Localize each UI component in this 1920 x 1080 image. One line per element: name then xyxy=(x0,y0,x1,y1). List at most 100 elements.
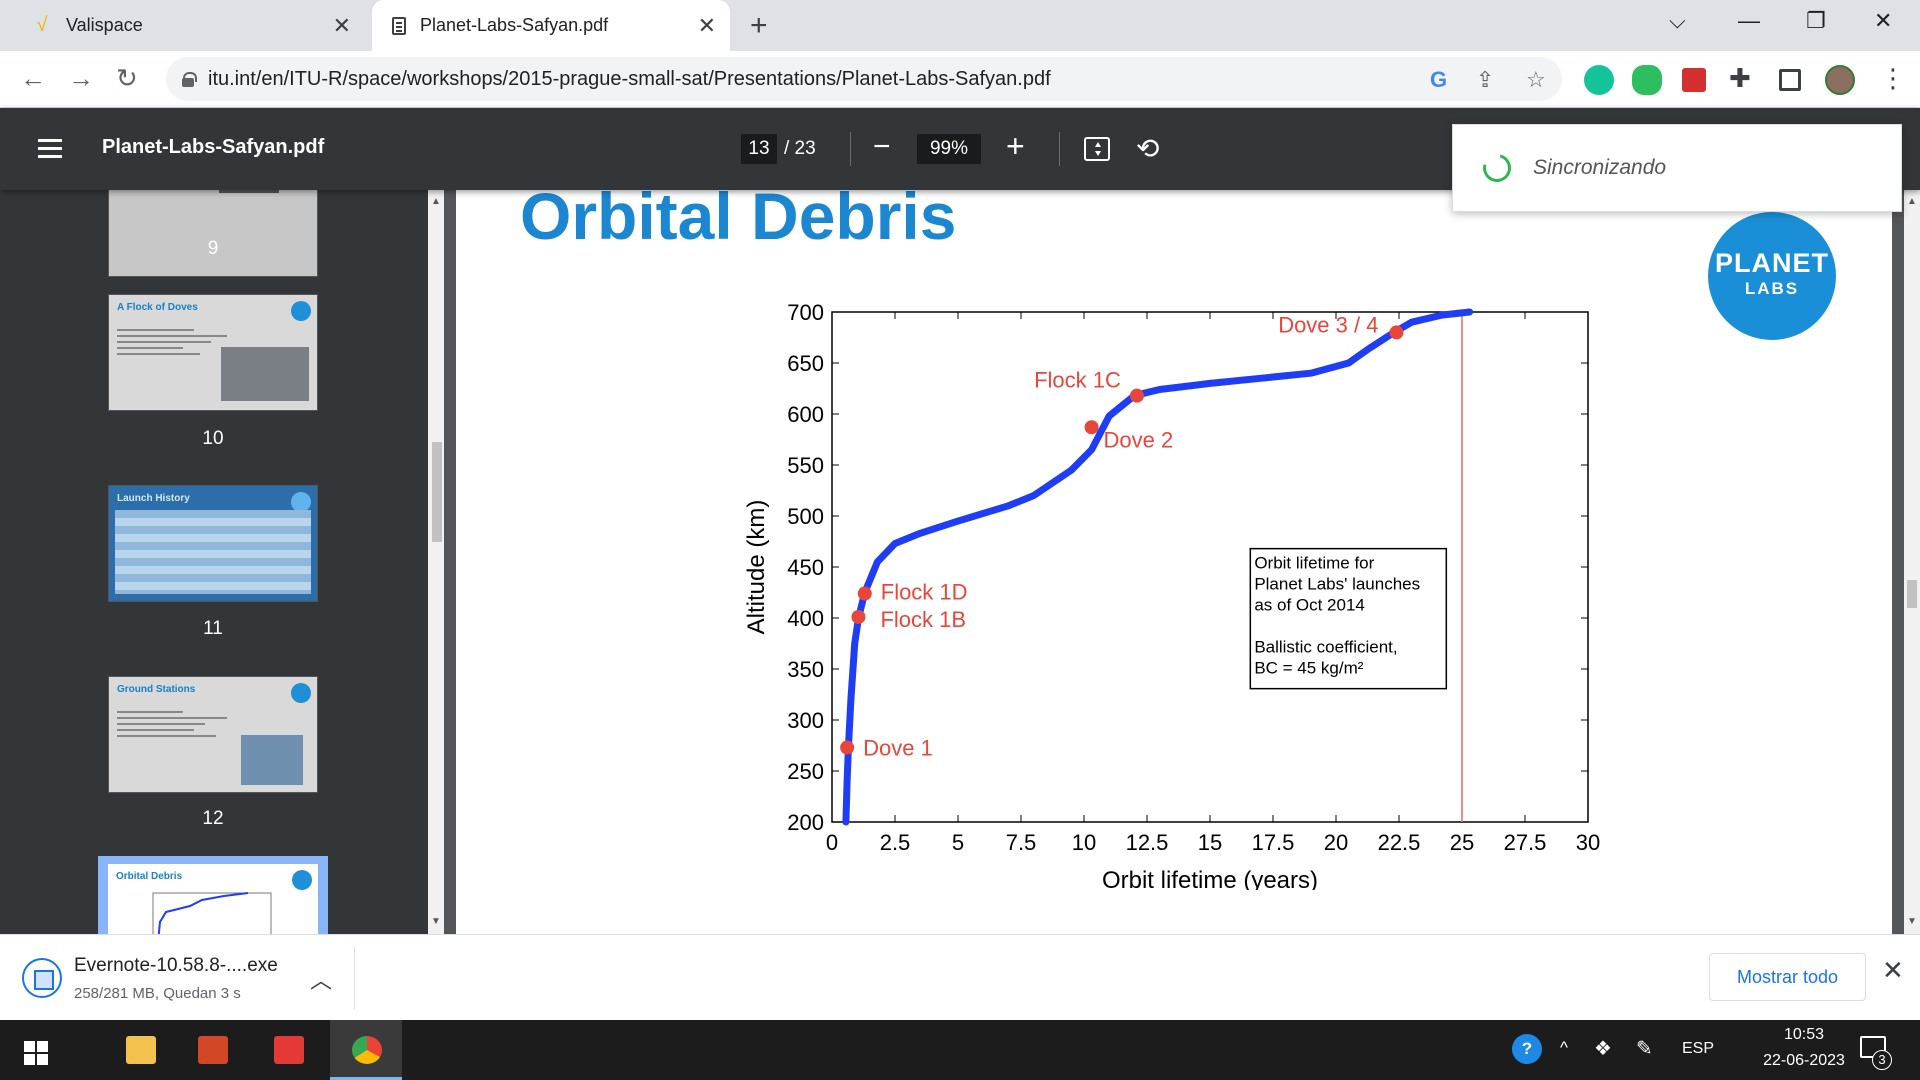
thumbnail-text xyxy=(117,329,227,359)
x-tick-label: 0 xyxy=(826,830,838,855)
clock-time[interactable]: 10:53 xyxy=(1783,1026,1825,1043)
file-explorer-app[interactable] xyxy=(104,1020,176,1080)
thumbnail-number: 12 xyxy=(202,808,224,829)
marker-label: Flock 1D xyxy=(881,580,968,605)
powerpoint-icon xyxy=(198,1036,228,1064)
more-menu-icon[interactable]: ⋮ xyxy=(1880,63,1906,93)
reload-icon[interactable]: ↻ xyxy=(116,63,138,93)
bookmark-star-icon[interactable]: ☆ xyxy=(1526,67,1546,92)
pdf-page: Orbital Debris PLANET LABS 0 2.5 5 7.5 10 12.… xyxy=(456,190,1892,934)
address-bar[interactable]: itu.int/en/ITU-R/space/workshops/2015-pr… xyxy=(166,57,1562,101)
clock-date[interactable]: 22-06-2023 xyxy=(1763,1052,1845,1069)
scrollbar-thumb[interactable] xyxy=(432,442,442,542)
annotation-line: BC = 45 kg/m² xyxy=(1254,659,1363,678)
planet-logo-icon xyxy=(292,870,312,890)
chevron-up-icon[interactable]: ^ xyxy=(1560,1038,1568,1057)
chrome-app[interactable] xyxy=(330,1020,402,1080)
minimize-icon[interactable]: — xyxy=(1738,8,1760,33)
close-icon[interactable]: ✕ xyxy=(1882,955,1904,985)
tab-search-icon[interactable]: ⌵ xyxy=(1669,8,1686,33)
scroll-down-icon[interactable]: ▼ xyxy=(431,916,441,927)
spinner-icon xyxy=(1477,148,1517,188)
thumbnail-page-11[interactable]: Launch History xyxy=(108,485,318,602)
x-axis-label: Orbit lifetime (years) xyxy=(1102,867,1318,890)
zoom-level-input[interactable]: 99% xyxy=(917,134,981,164)
menu-icon[interactable] xyxy=(38,139,62,159)
scroll-up-icon[interactable]: ▲ xyxy=(1907,196,1917,207)
x-tick-label: 17.5 xyxy=(1252,830,1295,855)
extension-red-icon[interactable] xyxy=(1682,68,1706,92)
profile-avatar-icon[interactable] xyxy=(1825,65,1855,95)
sidebar-scrollbar[interactable]: ▲ ▼ xyxy=(428,190,444,934)
evernote-icon[interactable] xyxy=(1632,65,1662,95)
page-number-input[interactable]: 13 xyxy=(741,134,777,164)
pen-icon[interactable]: ✎ xyxy=(1636,1038,1653,1060)
windows-start-icon[interactable] xyxy=(24,1041,48,1065)
tab-planet-labs-pdf[interactable]: Planet-Labs-Safyan.pdf ✕ xyxy=(372,0,730,51)
thumbnail-page-12[interactable]: Ground Stations xyxy=(108,676,318,793)
close-window-icon[interactable]: ✕ xyxy=(1874,8,1893,33)
y-tick-label: 450 xyxy=(787,555,824,580)
thumbnail-image xyxy=(241,735,303,785)
installer-file-icon[interactable] xyxy=(22,958,62,998)
annotation-box: Orbit lifetime for Planet Labs' launches… xyxy=(1249,547,1448,690)
language-indicator[interactable]: ESP xyxy=(1682,1040,1715,1057)
document-scrollbar[interactable]: ▲ ▼ xyxy=(1904,190,1920,934)
url-text[interactable]: itu.int/en/ITU-R/space/workshops/2015-pr… xyxy=(208,67,1051,90)
chevron-up-icon[interactable]: ︿ xyxy=(310,968,333,993)
marker-flock-1b xyxy=(851,609,866,624)
marker-label: Flock 1C xyxy=(1034,368,1121,393)
thumbnail-number: 11 xyxy=(203,618,223,639)
x-tick-label: 10 xyxy=(1072,830,1096,855)
thumbnail-image xyxy=(219,190,279,193)
planet-logo-icon xyxy=(291,683,311,703)
share-icon[interactable]: ⇪ xyxy=(1476,67,1495,92)
annotation-line: as of Oct 2014 xyxy=(1254,596,1365,615)
close-tab-icon[interactable]: ✕ xyxy=(332,13,351,38)
red-app[interactable] xyxy=(252,1020,324,1080)
google-icon[interactable]: G xyxy=(1430,67,1448,92)
restore-icon[interactable]: ❐ xyxy=(1806,8,1826,33)
marker-label: Dove 1 xyxy=(863,736,933,761)
thumbnail-text xyxy=(117,711,227,741)
scrollbar-thumb[interactable] xyxy=(1907,580,1917,608)
thumbnail-page-10[interactable]: A Flock of Doves xyxy=(108,294,318,411)
x-tick-label: 30 xyxy=(1576,830,1600,855)
rotate-icon[interactable]: ⟲ xyxy=(1136,133,1160,164)
planet-logo-icon xyxy=(291,492,311,512)
browser-toolbar: ← → ↻ itu.int/en/ITU-R/space/workshops/2… xyxy=(0,51,1920,108)
thumbnail-image xyxy=(221,347,309,401)
dropbox-icon[interactable]: ❖ xyxy=(1594,1038,1612,1060)
zoom-in-icon[interactable]: + xyxy=(1006,128,1025,164)
thumbnail-page-13[interactable]: Orbital Debris xyxy=(108,864,318,934)
notification-count: 3 xyxy=(1872,1050,1892,1070)
side-panel-icon[interactable] xyxy=(1779,69,1801,91)
x-tick-label: 12.5 xyxy=(1126,830,1169,855)
scroll-up-icon[interactable]: ▲ xyxy=(431,196,441,207)
y-tick-label: 350 xyxy=(787,657,824,682)
help-icon[interactable]: ? xyxy=(1512,1034,1542,1064)
zoom-out-icon[interactable]: − xyxy=(873,130,891,163)
tab-valispace[interactable]: √ Valispace ✕ xyxy=(10,0,365,51)
annotation-frame xyxy=(1249,547,1448,690)
annotation-line: Orbit lifetime for xyxy=(1254,554,1374,573)
scroll-down-icon[interactable]: ▼ xyxy=(1907,916,1917,927)
fit-page-icon[interactable] xyxy=(1084,137,1110,161)
show-all-button[interactable]: Mostrar todo xyxy=(1709,953,1866,1001)
logo-text: PLANET xyxy=(1715,248,1829,278)
forward-icon[interactable]: → xyxy=(68,63,94,93)
y-tick-label: 550 xyxy=(787,453,824,478)
lock-icon[interactable] xyxy=(182,71,197,87)
download-filename[interactable]: Evernote-10.58.8-....exe xyxy=(74,955,278,976)
logo-text: LABS xyxy=(1744,279,1800,298)
new-tab-button[interactable]: + xyxy=(750,9,768,42)
app-icon xyxy=(274,1036,304,1064)
extensions-puzzle-icon[interactable]: ✚ xyxy=(1729,63,1751,93)
thumbnail-page-9[interactable] xyxy=(108,190,318,277)
back-icon[interactable]: ← xyxy=(20,63,46,93)
y-tick-label: 400 xyxy=(787,606,824,631)
grammarly-icon[interactable] xyxy=(1584,65,1614,95)
close-tab-icon[interactable]: ✕ xyxy=(697,13,716,38)
powerpoint-app[interactable] xyxy=(176,1020,248,1080)
